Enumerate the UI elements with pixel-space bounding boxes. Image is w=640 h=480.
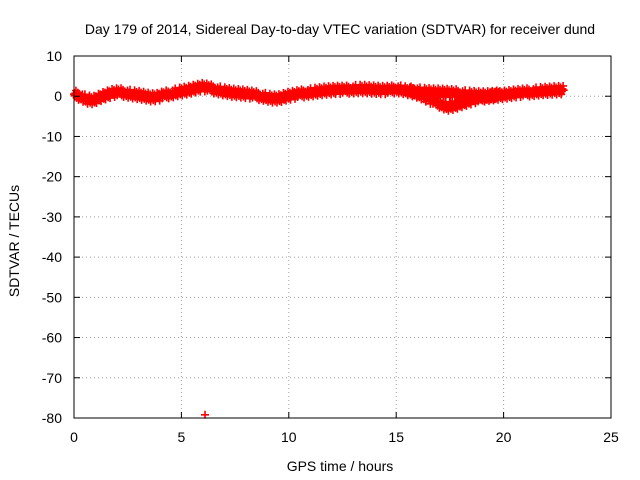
x-tick-label: 10 <box>281 429 297 445</box>
data-points <box>70 78 568 419</box>
trace-sample-main-trace <box>261 88 270 97</box>
trace-sample-main-trace <box>559 81 568 90</box>
y-tick-label: -70 <box>42 370 62 386</box>
y-axis-label: SDTVAR / TECUs <box>6 185 22 297</box>
plot-border <box>73 55 612 419</box>
data-point-outlier <box>201 410 210 419</box>
y-tick-label: -30 <box>42 209 62 225</box>
trace-sample-main-trace <box>396 81 405 90</box>
x-tick-label: 0 <box>70 429 78 445</box>
trace-sample-upper-branch <box>494 87 503 96</box>
trace-sample-main-trace <box>216 82 225 91</box>
y-tick-label: 10 <box>46 48 62 64</box>
tick-labels: 0 5 10 15 20 25 10 0 -10 -20 -30 -40 -50 -60 -70 -80 <box>42 48 619 445</box>
y-tick-label: -50 <box>42 289 62 305</box>
axis-ticks <box>73 55 612 419</box>
y-tick-label: -10 <box>42 128 62 144</box>
y-tick-label: -80 <box>42 410 62 426</box>
x-tick-label: 5 <box>178 429 186 445</box>
y-tick-label: -60 <box>42 330 62 346</box>
y-tick-label: -20 <box>42 169 62 185</box>
grid-lines <box>74 56 611 418</box>
x-tick-label: 25 <box>603 429 619 445</box>
x-axis-label: GPS time / hours <box>287 458 394 474</box>
y-tick-label: 0 <box>54 88 62 104</box>
x-tick-label: 15 <box>388 429 404 445</box>
trace-sample-main-trace <box>80 90 89 99</box>
y-tick-label: -40 <box>42 249 62 265</box>
chart-title: Day 179 of 2014, Sidereal Day-to-day VTE… <box>85 21 595 37</box>
x-tick-label: 20 <box>496 429 512 445</box>
